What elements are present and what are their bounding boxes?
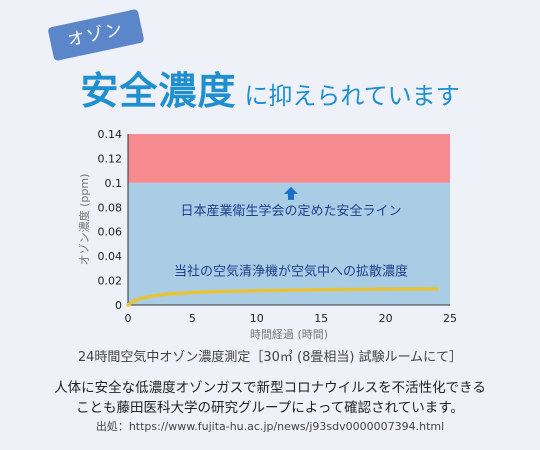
test-condition-note: 24時間空気中オゾン濃度測定［30㎥ (8畳相当) 試験ルームにて］ <box>77 350 463 365</box>
safe-line-label: 日本産業衛生学会の定めた安全ライン <box>180 203 401 219</box>
ozone-chart: 00.020.040.060.080.10.120.14 0 5 10 15 20 25 … <box>77 128 458 340</box>
description-line-1: 人体に安全な低濃度オゾンガスで新型コロナウイルスを不活性化できる <box>54 380 486 396</box>
y-axis-label: オゾン濃度 (ppm) <box>77 174 91 266</box>
series-line <box>126 287 439 307</box>
y-tick-5: 0.1 <box>105 177 123 190</box>
headline-main: 安全濃度 <box>80 69 237 113</box>
headline: 安全濃度 に抑えられています <box>0 60 540 115</box>
ozone-badge: オゾン <box>47 8 145 62</box>
x-tick-3: 15 <box>314 312 328 325</box>
y-tick-1: 0.02 <box>98 275 123 288</box>
y-tick-6: 0.12 <box>98 152 123 165</box>
x-tick-2: 10 <box>250 312 264 325</box>
arrow-shape <box>284 186 298 200</box>
series-label: 当社の空気清浄機が空気中への拡散濃度 <box>174 264 408 280</box>
y-tick-4: 0.08 <box>98 201 123 214</box>
x-tick-0: 0 <box>125 312 132 325</box>
x-tick-5: 25 <box>443 312 457 325</box>
up-arrow-icon <box>284 186 298 200</box>
safe-zone <box>128 182 450 305</box>
y-tick-2: 0.04 <box>98 250 123 263</box>
danger-zone <box>128 134 450 183</box>
description-line-2: ことも藤田医科大学の研究グループによって確認されています。 <box>76 400 464 416</box>
x-tick-labels: 0 5 10 15 20 25 <box>125 312 458 325</box>
y-tick-labels: 0 0.02 0.04 0.06 0.08 0.1 0.12 0.14 <box>98 128 123 312</box>
x-tick-1: 5 <box>189 312 196 325</box>
y-tick-3: 0.06 <box>98 226 123 239</box>
source-citation: 出処：https://www.fujita-hu.ac.jp/news/j93s… <box>95 420 445 433</box>
y-tick-7: 0.14 <box>98 128 123 141</box>
x-tick-4: 20 <box>379 312 393 325</box>
description: 人体に安全な低濃度オゾンガスで新型コロナウイルスを不活性化できる ことも藤田医科… <box>0 378 540 418</box>
x-axis-label: 時間経過 (時間) <box>250 328 328 340</box>
y-tick-0: 0 <box>115 299 122 312</box>
headline-rest: に抑えられています <box>244 82 460 110</box>
